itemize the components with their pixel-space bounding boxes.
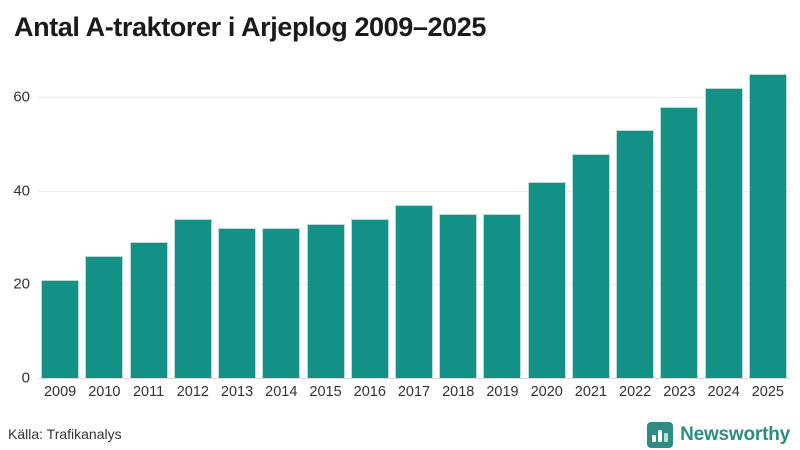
x-tick-label-2025: 2025	[751, 384, 784, 400]
x-axis: 2009 2010 2011 2012 2013 2014 2015 2016 2017 2018…	[38, 384, 790, 400]
x-tick-label-2015: 2015	[309, 384, 342, 400]
gridline-40	[38, 190, 790, 192]
bar-slot-2022	[613, 60, 657, 378]
x-tick-label-2021: 2021	[574, 384, 608, 400]
bar-2017[interactable]	[394, 204, 433, 378]
bar-slot-2011	[126, 60, 170, 378]
x-tick-label-2024: 2024	[707, 384, 740, 400]
page-title: Antal A-traktorer i Arjeplog 2009–2025	[14, 12, 486, 42]
bar-slot-2018	[436, 60, 480, 378]
x-tick-label-2022: 2022	[619, 384, 652, 400]
bar-slot-2015	[303, 60, 347, 378]
y-tick-label: 60	[13, 88, 30, 106]
brand-name: Newsworthy	[680, 424, 790, 445]
y-tick-label: 20	[13, 275, 30, 293]
x-tick-label-2020: 2020	[530, 384, 563, 400]
x-tick-label-2013: 2013	[220, 384, 254, 400]
x-tick-label-2019: 2019	[486, 384, 519, 400]
bar-slot-2017	[392, 60, 436, 378]
bar-2023[interactable]	[660, 106, 699, 378]
bar-slot-2009	[38, 60, 82, 378]
bar-series	[38, 60, 790, 378]
bar-slot-2013	[215, 60, 259, 378]
bar-2009[interactable]	[41, 279, 80, 378]
bar-2010[interactable]	[85, 256, 124, 378]
bar-slot-2024	[702, 60, 746, 378]
x-tick-label-2017: 2017	[397, 384, 431, 400]
bar-slot-2023	[657, 60, 701, 378]
bar-slot-2012	[171, 60, 215, 378]
bar-slot-2025	[746, 60, 790, 378]
bar-chart-icon	[647, 422, 674, 448]
x-tick-label-2014: 2014	[265, 384, 298, 400]
bar-2012[interactable]	[173, 219, 212, 378]
bar-slot-2020	[525, 60, 569, 378]
bar-slot-2016	[348, 60, 392, 378]
newsworthy-logo[interactable]: Newsworthy	[647, 422, 790, 448]
x-tick-label-2012: 2012	[176, 384, 209, 400]
bar-2019[interactable]	[483, 214, 522, 378]
bar-2021[interactable]	[571, 153, 610, 378]
bar-2018[interactable]	[439, 214, 478, 378]
bar-2011[interactable]	[129, 242, 168, 378]
bar-2013[interactable]	[218, 228, 257, 378]
bar-2020[interactable]	[527, 181, 566, 378]
y-axis: 0 20 40 60	[0, 60, 38, 387]
x-tick-label-2023: 2023	[663, 384, 696, 400]
bar-slot-2019	[480, 60, 524, 378]
gridline-0	[38, 378, 790, 379]
x-tick-label-2009: 2009	[43, 384, 77, 400]
bar-slot-2021	[569, 60, 613, 378]
y-tick-label: 0	[21, 369, 30, 387]
gridline-60	[38, 97, 790, 99]
bar-2025[interactable]	[748, 74, 787, 378]
bar-slot-2010	[82, 60, 126, 378]
bar-2014[interactable]	[262, 228, 301, 378]
source-note: Källa: Trafikanalys	[8, 426, 122, 442]
x-tick-label-2011: 2011	[132, 384, 165, 400]
bar-2016[interactable]	[350, 219, 389, 378]
chart-footer: Källa: Trafikanalys Newsworthy	[0, 422, 800, 450]
bar-2024[interactable]	[704, 88, 743, 378]
x-tick-label-2010: 2010	[88, 384, 121, 400]
bar-2015[interactable]	[306, 223, 345, 378]
bar-slot-2014	[259, 60, 303, 378]
bar-2022[interactable]	[616, 130, 655, 378]
y-tick-label: 40	[13, 182, 30, 200]
x-tick-label-2018: 2018	[442, 384, 475, 400]
x-tick-label-2016: 2016	[353, 384, 386, 400]
